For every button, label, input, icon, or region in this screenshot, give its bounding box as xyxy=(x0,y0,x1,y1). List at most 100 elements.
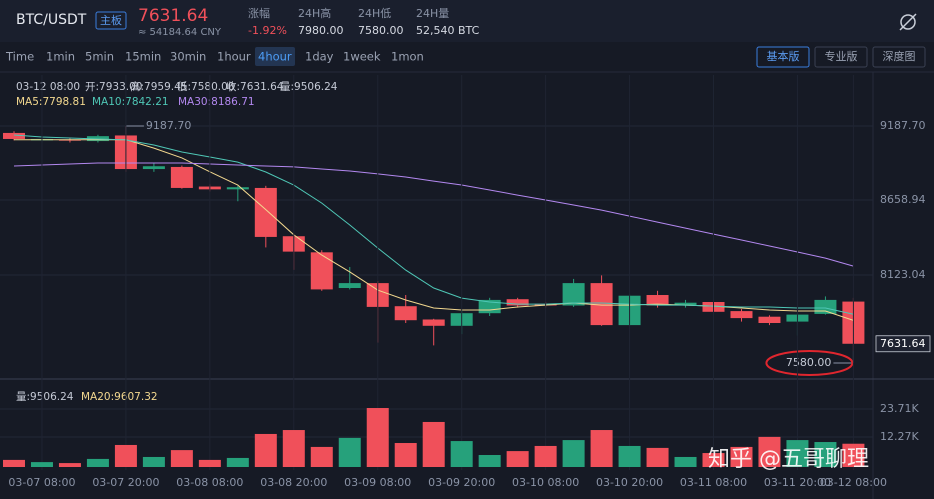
view-button-box xyxy=(872,46,926,68)
candle-body xyxy=(310,252,333,290)
volume-bar xyxy=(786,440,809,467)
volume-bar xyxy=(170,450,193,467)
volume-bar xyxy=(338,437,361,467)
volume-bar xyxy=(422,421,445,467)
x-tick-label: 03-07 20:00 xyxy=(92,476,159,489)
interval-button[interactable]: 5min xyxy=(85,50,114,64)
stat-label: 24H低 xyxy=(358,7,391,20)
volume-bar xyxy=(814,442,837,467)
ohlc-info: 量:9506.24 xyxy=(280,81,338,93)
interval-button[interactable]: 1mon xyxy=(391,50,424,64)
candle-body xyxy=(506,299,529,306)
y-tick-label: 9187.70 xyxy=(880,119,926,132)
candle-body xyxy=(646,295,669,306)
header-bar xyxy=(0,0,934,42)
volume-bar xyxy=(142,456,165,467)
view-button[interactable]: 深度图 xyxy=(883,49,916,63)
watermark: 知乎 @五哥聊理 xyxy=(708,447,869,472)
view-button-box xyxy=(756,46,810,68)
ohlc-info: 高:7959.45 xyxy=(130,80,187,93)
legend-entry: MA5:7798.81 xyxy=(16,96,86,108)
legend-entry: MA30:8186.71 xyxy=(178,96,255,108)
annotation-circle xyxy=(765,349,854,376)
stat-value: 7580.00 xyxy=(358,24,404,37)
interval-button[interactable]: Time xyxy=(5,50,34,64)
x-tick-label: 03-09 08:00 xyxy=(344,476,411,489)
volume-info: MA20:9607.32 xyxy=(81,391,158,403)
interval-button[interactable]: 30min xyxy=(170,50,206,64)
x-tick-label: 03-07 08:00 xyxy=(8,476,75,489)
interval-button[interactable]: 1day xyxy=(305,50,334,64)
candle-body xyxy=(730,311,753,319)
candle-body xyxy=(562,283,585,306)
view-button[interactable]: 基本版 xyxy=(767,49,800,63)
interval-button[interactable]: 1hour xyxy=(217,50,251,64)
x-tick-label: 03-11 08:00 xyxy=(680,476,747,489)
interval-button[interactable]: 15min xyxy=(125,50,161,64)
volume-bar xyxy=(590,430,613,467)
high-annotation: 9187.70 xyxy=(146,119,192,132)
volume-bar xyxy=(114,444,137,467)
volume-bar xyxy=(254,433,277,467)
candle-body xyxy=(254,187,277,237)
volume-bar xyxy=(842,443,865,467)
settings-icon[interactable] xyxy=(899,13,917,31)
x-tick-label: 03-08 20:00 xyxy=(260,476,327,489)
price: 7631.64 xyxy=(138,6,208,26)
interval-button[interactable]: 4hour xyxy=(258,50,292,64)
volume-bar xyxy=(730,446,753,467)
stats: 涨幅 -1.92% 24H高 7980.00 24H低 7580.00 24H量 52,540… xyxy=(248,6,480,37)
x-tick-label: 03-10 20:00 xyxy=(596,476,663,489)
volume-bar xyxy=(394,443,417,467)
stat-label: 24H量 xyxy=(416,7,449,20)
x-tick-label: 03-10 08:00 xyxy=(512,476,579,489)
badge: 主板 xyxy=(100,13,122,27)
volume-bar xyxy=(478,455,501,467)
last-price-tag xyxy=(875,335,931,353)
volume-info: 量:9506.24 xyxy=(16,391,74,403)
pair: BTC/USDT xyxy=(16,12,87,28)
low-annotation: 7580.00 xyxy=(786,356,832,369)
ohlc-info: 低:7580.00 xyxy=(177,80,234,93)
candle-body xyxy=(2,132,25,139)
candle-body xyxy=(394,306,417,321)
x-tick-label: 03-11 20:00 xyxy=(764,476,831,489)
candle-body xyxy=(814,299,837,314)
y-tick-label: 8123.04 xyxy=(880,268,926,281)
ohlc-info: 收:7631.64 xyxy=(226,80,284,93)
candle-body xyxy=(170,166,193,188)
ohlc-info: 开:7933.00 xyxy=(85,81,142,93)
volume-bar xyxy=(2,459,25,467)
last-price-label: 7631.64 xyxy=(880,337,926,350)
stat-label: 24H高 xyxy=(298,6,331,20)
candle-body xyxy=(422,319,445,326)
stat-label: 涨幅 xyxy=(248,7,270,20)
volume-bar xyxy=(562,440,585,467)
view-button[interactable]: 专业版 xyxy=(825,49,858,63)
volume-bar xyxy=(366,408,389,467)
volume-bar xyxy=(506,451,529,467)
ohlc-info: 03-12 08:00 xyxy=(16,81,80,93)
volume-bar xyxy=(226,457,249,467)
volume-bar xyxy=(702,453,725,467)
interval-active-bg xyxy=(255,47,295,66)
candle-body xyxy=(142,166,165,170)
candle-body xyxy=(758,316,781,323)
volume-bar xyxy=(674,456,697,467)
chart: 9187.70 8658.94 8123.04 03-12 08:00 开:7933.0… xyxy=(0,75,931,489)
volume-bar xyxy=(86,458,109,467)
interval-button[interactable]: 1week xyxy=(343,50,381,64)
view-button-box xyxy=(814,46,868,68)
volume-bar xyxy=(282,430,305,467)
candle-body xyxy=(338,283,361,289)
volume-bar xyxy=(198,459,221,467)
x-tick-label: 03-09 20:00 xyxy=(428,476,495,489)
volume-bar xyxy=(758,436,781,467)
candle-body xyxy=(674,302,697,306)
volume-bar xyxy=(30,462,53,467)
interval-button[interactable]: 1min xyxy=(46,50,75,64)
volume-bar xyxy=(58,463,81,467)
candle-body xyxy=(590,283,613,326)
volume-bar xyxy=(646,447,669,467)
